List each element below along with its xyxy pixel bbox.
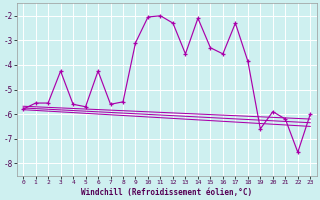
X-axis label: Windchill (Refroidissement éolien,°C): Windchill (Refroidissement éolien,°C) (81, 188, 252, 197)
